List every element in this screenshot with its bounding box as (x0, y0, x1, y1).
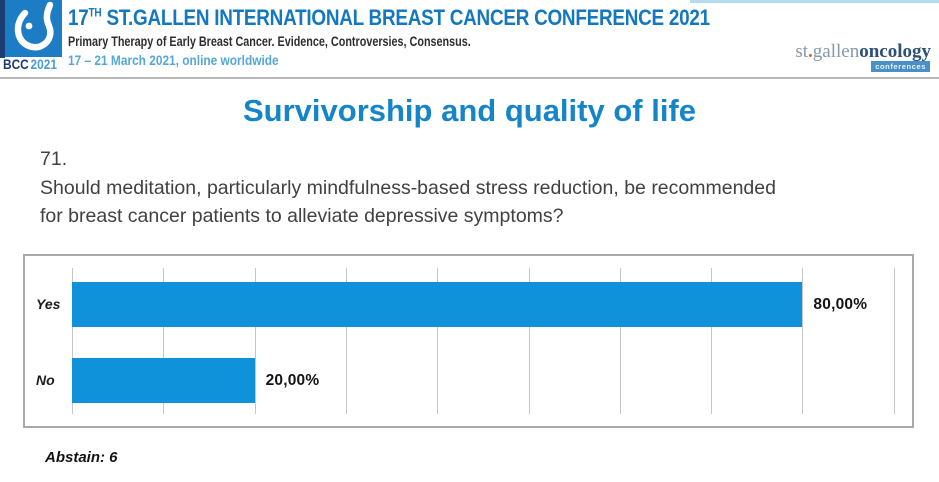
bcc-logo-caption: BCC 2021 (3, 57, 57, 72)
plot-area: 80,00% 20,00% (72, 256, 912, 426)
stgallen-oncology-logo: st.gallenoncology conferences (795, 41, 931, 72)
bcc-logo-icon (5, 0, 62, 57)
gridline (893, 268, 895, 414)
bar-no (72, 358, 255, 403)
gridline (619, 268, 621, 414)
poll-bar-chart: Yes No 80,00% 20,00% (23, 254, 914, 428)
abstain-note: Abstain: 6 (45, 449, 118, 466)
conference-title-ordinal: TH (88, 5, 102, 20)
gridline (72, 268, 73, 414)
category-labels: Yes No (25, 256, 72, 426)
conference-dates: 17 – 21 March 2021, online worldwide (68, 53, 279, 68)
logo-edge (0, 0, 5, 58)
question-number: 71. (40, 148, 68, 170)
conferences-badge: conferences (871, 61, 930, 72)
brand-gallen: gallen (812, 41, 860, 62)
category-label-yes: Yes (36, 296, 61, 312)
conference-title-text: ST.GALLEN INTERNATIONAL BREAST CANCER CO… (106, 5, 711, 30)
brand-oncology: oncology (859, 41, 931, 62)
gridline (254, 268, 256, 414)
value-label-yes: 80,00% (813, 296, 868, 313)
category-label-no: No (36, 372, 55, 388)
bcc-acronym: BCC (3, 57, 29, 72)
value-label-no: 20,00% (265, 372, 320, 389)
question-block: 71. Should meditation, particularly mind… (40, 145, 800, 231)
gridline (163, 268, 165, 414)
gridline (345, 268, 347, 414)
gridline (528, 268, 530, 414)
conference-subtitle: Primary Therapy of Early Breast Cancer. … (68, 34, 471, 49)
question-text: Should meditation, particularly mindfuln… (40, 176, 776, 228)
gridline (802, 268, 804, 414)
conference-title: 17TH ST.GALLEN INTERNATIONAL BREAST CANCE… (68, 5, 710, 31)
top-edge-strip (690, 0, 939, 3)
conference-title-number: 17 (68, 5, 89, 30)
gridline (437, 268, 439, 414)
slide-title: Survivorship and quality of life (242, 93, 696, 128)
bar-yes (72, 282, 803, 327)
header-divider (0, 77, 939, 79)
swan-drop-icon (14, 1, 54, 51)
gridline (711, 268, 713, 414)
bcc-year: 2021 (30, 57, 57, 72)
brand-st: st (795, 41, 809, 62)
brand-dot: . (808, 41, 813, 62)
